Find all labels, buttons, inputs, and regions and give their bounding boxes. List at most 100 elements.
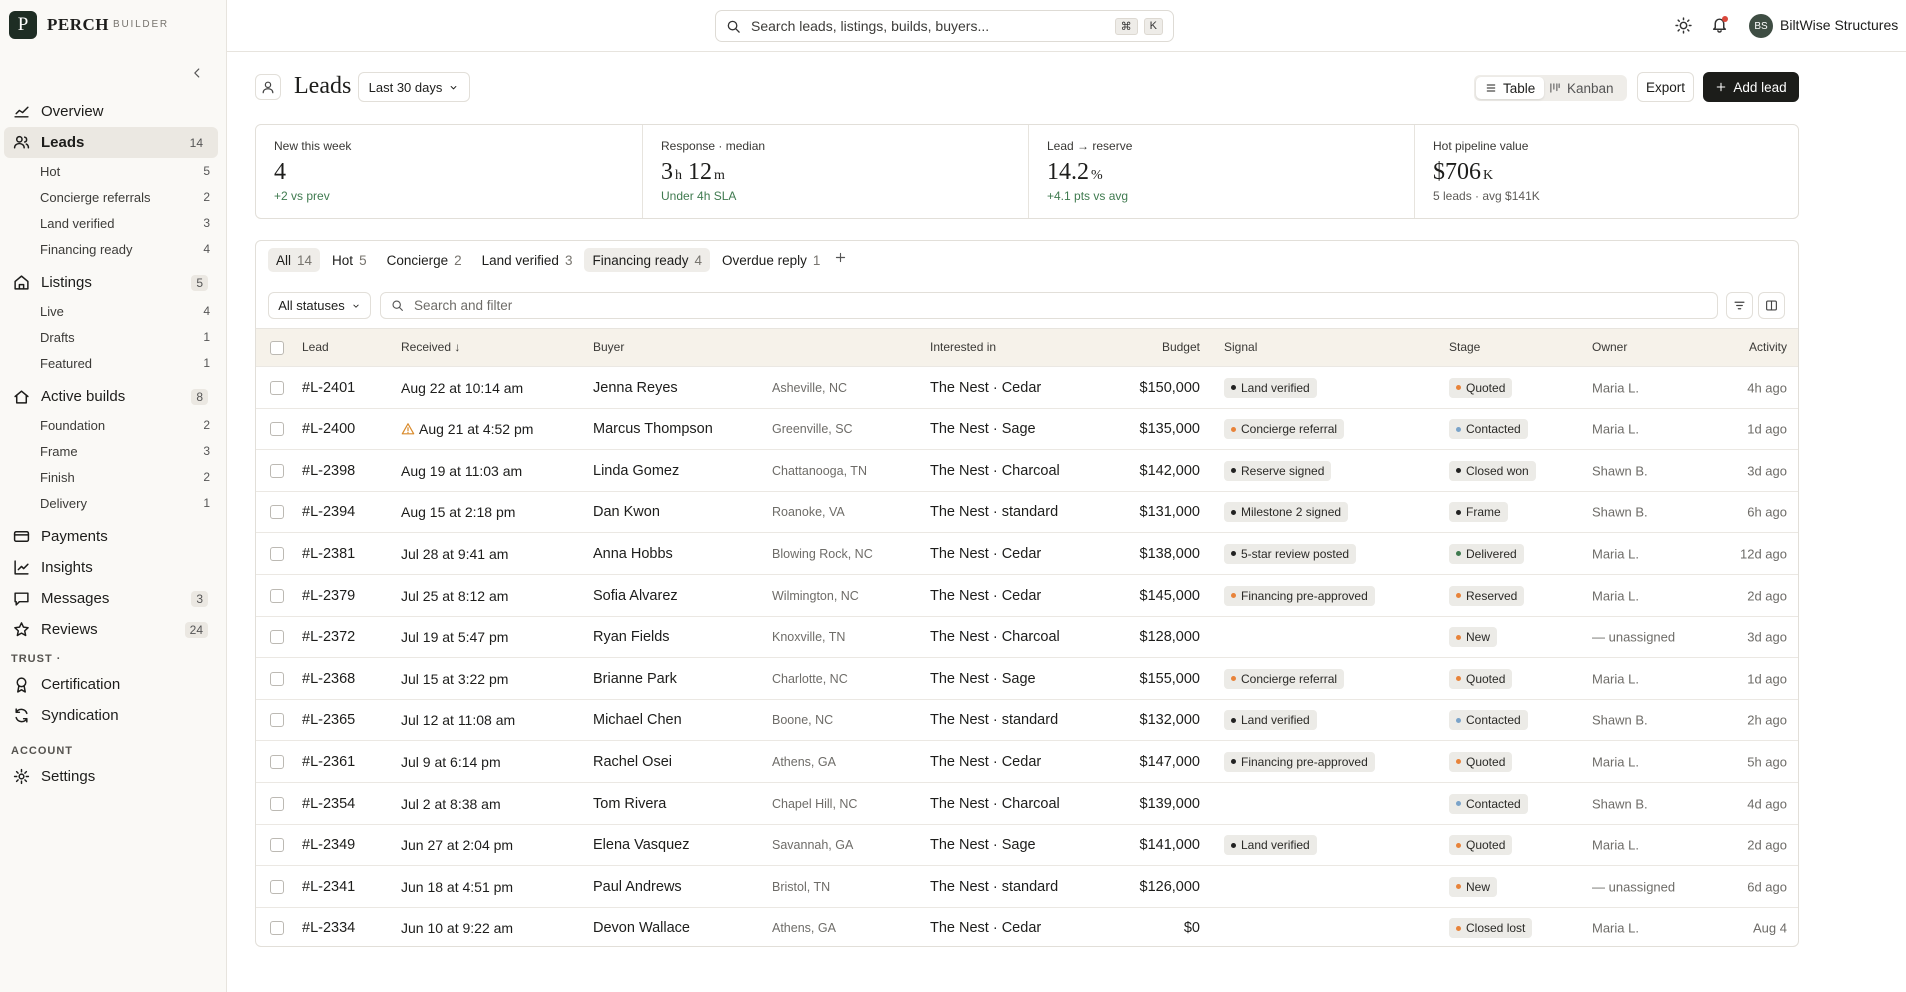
lead-row[interactable]: #L-2334 Jun 10 at 9:22 am Devon Wallace Ath…	[256, 906, 1798, 946]
column-header[interactable]: Lead	[302, 340, 329, 354]
row-checkbox[interactable]	[270, 463, 284, 478]
lead-row[interactable]: #L-2368 Jul 15 at 3:22 pm Brianne Park Char…	[256, 657, 1798, 699]
nav-subitem[interactable]: Frame 3	[40, 439, 210, 463]
lead-row[interactable]: #L-2398 Aug 19 at 11:03 am Linda Gomez Chat…	[256, 449, 1798, 491]
column-header[interactable]: Stage	[1449, 340, 1481, 354]
theme-toggle[interactable]	[1675, 17, 1692, 38]
row-checkbox[interactable]	[270, 630, 284, 645]
row-checkbox[interactable]	[270, 879, 284, 894]
filter-tab[interactable]: All 14	[268, 248, 321, 272]
table-search[interactable]: Search and filter	[380, 292, 1718, 319]
nav-subitem[interactable]: Delivery 1	[40, 491, 210, 515]
lead-row[interactable]: #L-2372 Jul 19 at 5:47 pm Ryan Fields Knoxv…	[256, 615, 1798, 658]
lead-row[interactable]: #L-2354 Jul 2 at 8:38 am Tom Rivera Chapel …	[256, 782, 1798, 824]
status-filter[interactable]: All statuses	[268, 292, 371, 319]
badge-dot	[1231, 717, 1236, 723]
badge: Delivered	[1449, 543, 1524, 564]
nav-subitem[interactable]: Financing ready 4	[40, 237, 210, 261]
column-header[interactable]: Interested in	[930, 340, 997, 354]
add-lead-button[interactable]: Add lead	[1703, 72, 1799, 102]
nav-item[interactable]: Listings 5	[4, 267, 218, 298]
nav-subitem[interactable]: Hot 5	[40, 159, 210, 183]
view-option[interactable]: Kanban	[1540, 77, 1623, 99]
row-checkbox[interactable]	[270, 796, 284, 811]
lead-row[interactable]: #L-2349 Jun 27 at 2:04 pm Elena Vasquez Sav…	[256, 823, 1798, 866]
nav-subitem[interactable]: Land verified 3	[40, 211, 210, 235]
buyer: Marcus Thompson	[593, 421, 713, 438]
nav-count: 8	[191, 388, 208, 405]
select-all[interactable]	[270, 341, 284, 355]
interest: The Nest · standard	[930, 504, 1059, 521]
stat-value: 3 h 12 m	[661, 159, 1010, 185]
nav-item[interactable]: Leads 14	[4, 127, 218, 158]
row-checkbox[interactable]	[270, 588, 284, 603]
row-checkbox[interactable]	[270, 671, 284, 686]
lead-row[interactable]: #L-2381 Jul 28 at 9:41 am Anna Hobbs Blowin…	[256, 532, 1798, 574]
row-checkbox[interactable]	[270, 921, 284, 936]
stat: Lead → reserve 14.2% +4.1 pts vs avg	[1028, 125, 1414, 218]
nav-item[interactable]: Settings	[4, 761, 218, 792]
lead-row[interactable]: #L-2379 Jul 25 at 8:12 am Sofia Alvarez Wil…	[256, 574, 1798, 616]
nav-item[interactable]: Overview	[4, 96, 218, 127]
icon	[1675, 17, 1692, 34]
row-checkbox[interactable]	[270, 546, 284, 561]
column-header[interactable]: Activity	[1748, 340, 1787, 354]
filter-tab[interactable]: Land verified 3	[474, 248, 581, 272]
badge-text: 5-star review posted	[1241, 546, 1350, 561]
column-header[interactable]: Received ↓	[401, 340, 461, 354]
nav-item[interactable]: Payments	[4, 521, 218, 552]
budget: $147,000	[1139, 753, 1200, 770]
nav-label: Reviews	[41, 621, 98, 638]
tab-label: Land verified	[481, 252, 559, 268]
add-tab[interactable]	[834, 251, 847, 268]
icon	[13, 388, 41, 405]
buyer: Linda Gomez	[593, 462, 680, 479]
nav-sublabel: Land verified	[40, 215, 115, 231]
nav-subitem[interactable]: Concierge referrals 2	[40, 185, 210, 209]
nav-subitem[interactable]: Featured 1	[40, 351, 210, 375]
nav-subitem[interactable]: Drafts 1	[40, 325, 210, 349]
nav-item[interactable]: Reviews 24	[4, 614, 218, 645]
nav-item[interactable]: Syndication	[4, 700, 218, 731]
avatar[interactable]: BS	[1749, 14, 1773, 38]
lead-row[interactable]: #L-2361 Jul 9 at 6:14 pm Rachel Osei Athens…	[256, 740, 1798, 782]
row-checkbox[interactable]	[270, 422, 284, 437]
row-checkbox[interactable]	[270, 713, 284, 728]
filter-tab[interactable]: Concierge 2	[379, 248, 470, 272]
date-range[interactable]: Last 30 days	[358, 72, 470, 102]
nav-subitem[interactable]: Live 4	[40, 299, 210, 323]
filter-tab[interactable]: Overdue reply 1	[714, 248, 828, 272]
nav-item[interactable]: Messages 3	[4, 583, 218, 614]
lead-row[interactable]: #L-2394 Aug 15 at 2:18 pm Dan Kwon Roanoke,…	[256, 490, 1798, 533]
filter-tab[interactable]: Hot 5	[324, 248, 375, 272]
budget: $150,000	[1139, 379, 1200, 396]
nav-item[interactable]: Active builds 8	[4, 381, 218, 412]
column-header[interactable]: Budget	[1161, 340, 1200, 354]
notifications[interactable]	[1711, 16, 1728, 37]
table-tool[interactable]	[1726, 292, 1753, 319]
nav-item[interactable]: Insights	[4, 552, 218, 583]
collapse-button[interactable]	[190, 66, 204, 84]
view-option[interactable]: Table	[1476, 77, 1545, 99]
nav-subitem[interactable]: Finish 2	[40, 465, 210, 489]
table-tool[interactable]	[1758, 292, 1785, 319]
account-name[interactable]: BiltWise Structures	[1780, 17, 1899, 33]
filter-tab[interactable]: Financing ready 4	[584, 248, 711, 272]
row-checkbox[interactable]	[270, 380, 284, 395]
row-checkbox[interactable]	[270, 838, 284, 853]
column-header[interactable]: Signal	[1224, 340, 1258, 354]
global-search[interactable]: Search leads, listings, builds, buyers..…	[715, 10, 1174, 42]
row-checkbox[interactable]	[270, 505, 284, 520]
lead-row[interactable]: #L-2341 Jun 18 at 4:51 pm Paul Andrews Bris…	[256, 865, 1798, 907]
lead-row[interactable]: #L-2365 Jul 12 at 11:08 am Michael Chen Boo…	[256, 698, 1798, 741]
column-header[interactable]: Buyer	[593, 340, 625, 354]
row-checkbox[interactable]	[270, 754, 284, 769]
badge-text: New	[1466, 630, 1491, 645]
nav-item[interactable]: Certification	[4, 669, 218, 700]
column-header[interactable]: Owner	[1592, 340, 1628, 354]
lead-row[interactable]: #L-2401 Aug 22 at 10:14 am Jenna Reyes Ashe…	[256, 366, 1798, 408]
nav-subitem[interactable]: Foundation 2	[40, 413, 210, 437]
icon	[13, 621, 41, 638]
lead-row[interactable]: #L-2400 Aug 21 at 4:52 pm Marcus Thompson G…	[256, 407, 1798, 450]
export-button[interactable]: Export	[1637, 72, 1694, 102]
